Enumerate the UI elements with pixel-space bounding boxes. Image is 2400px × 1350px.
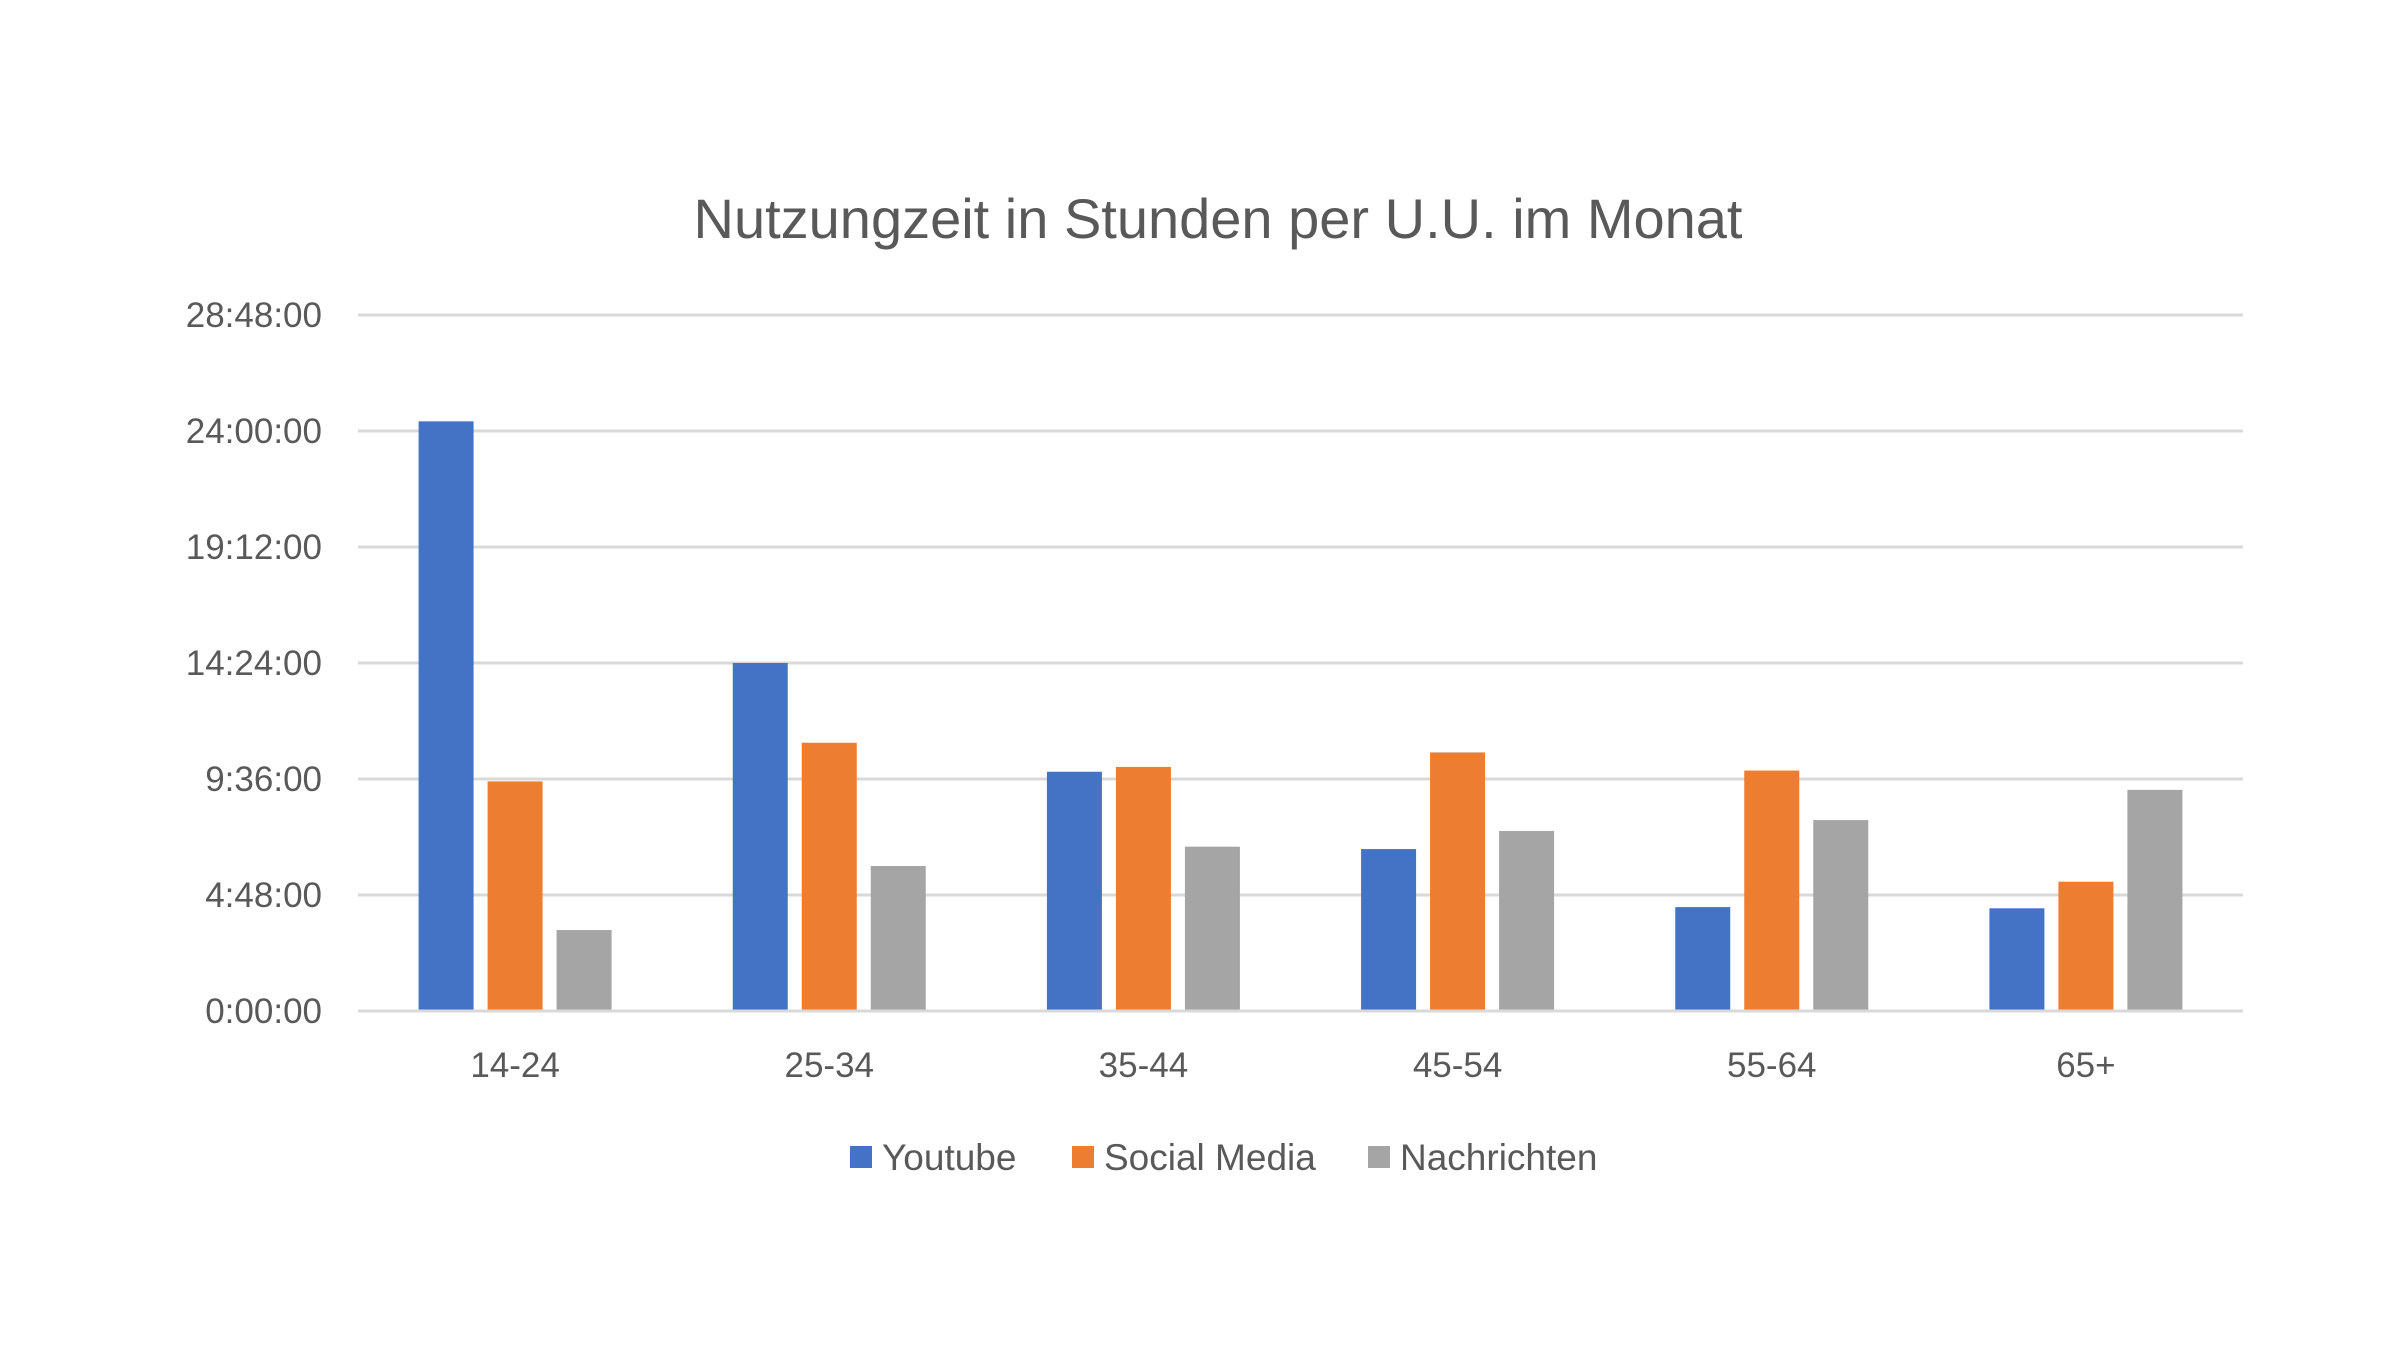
bar-social-media-45-54 (1430, 752, 1486, 1011)
bar-youtube-35-44 (1046, 771, 1102, 1011)
bar-nachrichten-14-24 (556, 930, 612, 1011)
bar-nachrichten-35-44 (1184, 846, 1240, 1011)
x-axis-tick-labels: 14-24 25-34 35-44 45-54 55-64 65+ (470, 1046, 2115, 1085)
bar-youtube-45-54 (1361, 849, 1417, 1011)
bar-youtube-14-24 (418, 421, 474, 1011)
x-tick-label: 25-34 (784, 1046, 874, 1085)
legend-swatch (1072, 1146, 1094, 1168)
bar-social-media-35-44 (1115, 766, 1171, 1011)
bar-youtube-55-64 (1675, 907, 1731, 1011)
bar-nachrichten-25-34 (870, 866, 926, 1011)
bar-social-media-65+ (2058, 881, 2114, 1011)
y-tick-label: 9:36:00 (205, 760, 322, 799)
x-tick-label: 55-64 (1727, 1046, 1817, 1085)
legend-item-youtube: Youtube (850, 1137, 1016, 1178)
legend-swatch (1368, 1146, 1390, 1168)
y-tick-label: 19:12:00 (186, 528, 322, 567)
bar-social-media-55-64 (1744, 770, 1800, 1011)
bar-nachrichten-55-64 (1813, 820, 1869, 1011)
x-tick-label: 35-44 (1099, 1046, 1189, 1085)
bars (358, 421, 2243, 1013)
legend-label: Youtube (882, 1137, 1016, 1178)
bar-nachrichten-65+ (2127, 789, 2183, 1011)
legend-label: Nachrichten (1400, 1137, 1597, 1178)
bar-nachrichten-45-54 (1499, 830, 1555, 1011)
x-tick-label: 65+ (2056, 1046, 2115, 1085)
y-tick-label: 28:48:00 (186, 296, 322, 335)
bar-social-media-14-24 (487, 781, 543, 1011)
legend-item-nachrichten: Nachrichten (1368, 1137, 1597, 1178)
gridlines (358, 313, 2243, 1013)
bar-youtube-65+ (1989, 908, 2045, 1011)
bar-social-media-25-34 (801, 742, 857, 1011)
y-tick-label: 4:48:00 (205, 876, 322, 915)
legend-label: Social Media (1104, 1137, 1316, 1178)
x-tick-label: 14-24 (470, 1046, 560, 1085)
y-tick-label: 24:00:00 (186, 412, 322, 451)
chart-title: Nutzungzeit in Stunden per U.U. im Monat (694, 187, 1743, 250)
y-tick-label: 0:00:00 (205, 992, 322, 1031)
y-axis-tick-labels: 0:00:00 4:48:00 9:36:00 14:24:00 19:12:00 24:… (186, 296, 322, 1031)
legend: Youtube Social Media Nachrichten (850, 1137, 1597, 1178)
legend-swatch (850, 1146, 872, 1168)
bar-youtube-25-34 (732, 663, 788, 1011)
y-tick-label: 14:24:00 (186, 644, 322, 683)
legend-item-social-media: Social Media (1072, 1137, 1316, 1178)
x-tick-label: 45-54 (1413, 1046, 1503, 1085)
